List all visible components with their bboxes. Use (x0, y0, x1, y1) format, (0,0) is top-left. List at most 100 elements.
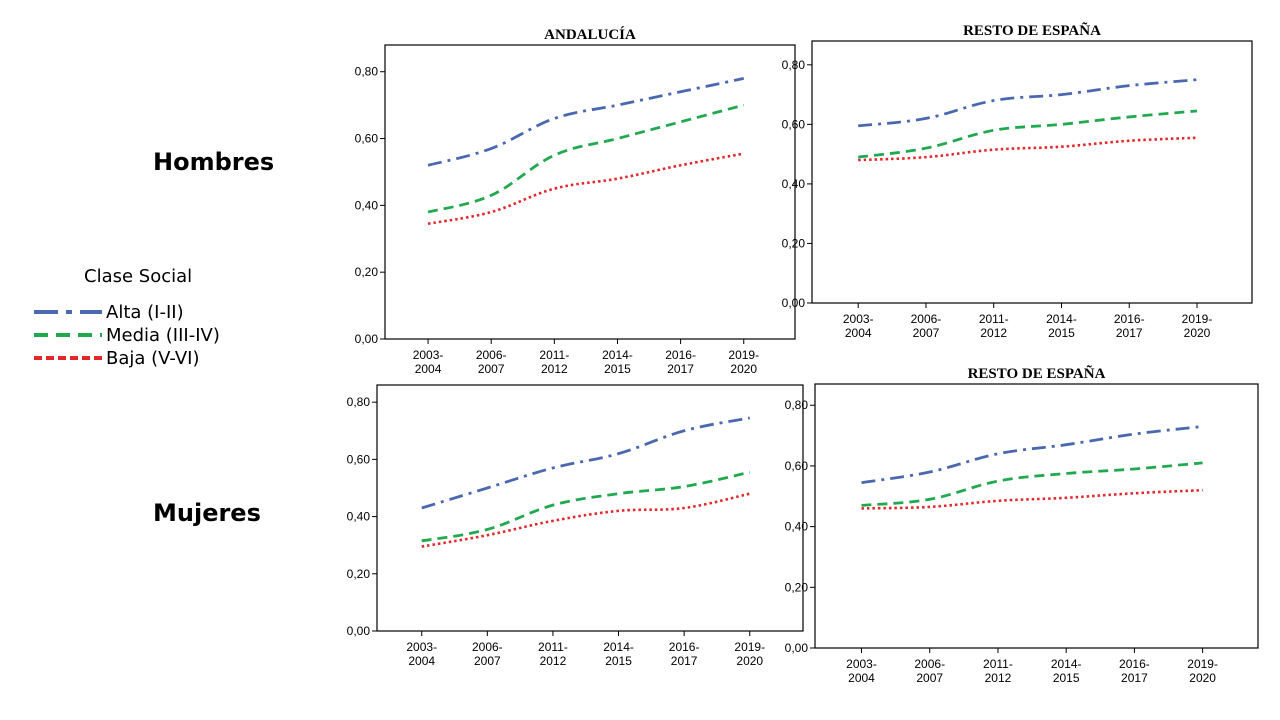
x-tick-label-line2: 2020 (730, 362, 757, 376)
chart-panel-andalucia-hombres: ANDALUCÍA 0,00 0,20 0,40 0,60 0,80 2003-2004 20… (330, 25, 815, 389)
x-tick-label-line1: 2019- (734, 640, 765, 654)
x-tick-label-line2: 2007 (478, 362, 505, 376)
x-tick-label: 2016-2017 (665, 348, 696, 376)
x-tick-label-line1: 2014- (1046, 312, 1077, 326)
series-line-baja (421, 492, 751, 548)
x-tick-label: 2019-2020 (728, 348, 759, 376)
x-tick-label-line2: 2020 (736, 654, 763, 668)
chart-title: RESTO DE ESPAÑA (963, 21, 1101, 39)
x-tick-label-line2: 2015 (1048, 326, 1075, 340)
x-tick-label: 2019-2020 (1182, 312, 1213, 340)
y-tick-label: 0,00 (355, 332, 379, 346)
x-tick-label: 2003-2004 (843, 312, 874, 340)
row-label-women: Mujeres (153, 499, 261, 527)
x-tick-label-line1: 2016- (665, 348, 696, 362)
y-tick-label: 0,00 (785, 641, 809, 655)
x-tick-label-line1: 2003- (413, 348, 444, 362)
series-line-alta (861, 425, 1203, 485)
x-tick-label: 2014-2015 (603, 640, 634, 668)
x-tick-label-line1: 2016- (669, 640, 700, 654)
x-tick-label-line2: 2007 (474, 654, 501, 668)
x-tick-label-line2: 2020 (1184, 326, 1211, 340)
x-tick-label-line2: 2015 (605, 654, 632, 668)
x-tick-label-line2: 2012 (540, 654, 567, 668)
x-tick-label-line2: 2017 (1121, 671, 1148, 685)
x-tick-label-line1: 2016- (1119, 657, 1150, 671)
x-tick-label: 2011-2012 (983, 657, 1013, 685)
series-line-baja (858, 136, 1198, 162)
legend-swatch-alta (34, 310, 102, 314)
x-tick-label-line1: 2011- (983, 657, 1013, 671)
legend-swatch-baja (34, 356, 102, 360)
chart-panel-resto-mujeres: RESTO DE ESPAÑA 0,00 0,20 0,40 0,60 0,80 2003-… (760, 360, 1278, 698)
y-tick-label: 0,20 (782, 236, 806, 250)
x-tick-label: 2006-2007 (911, 312, 942, 340)
y-tick-label: 0,60 (355, 132, 379, 146)
chart-panel-resto-hombres: RESTO DE ESPAÑA 0,00 0,20 0,40 0,60 0,80 2003-… (760, 18, 1272, 353)
plot-frame (384, 44, 796, 340)
x-tick-label-line2: 2017 (667, 362, 694, 376)
series-line-baja (427, 152, 744, 226)
plot-frame (814, 383, 1259, 649)
x-tick-label-line2: 2004 (848, 671, 875, 685)
x-tick-label-line2: 2004 (415, 362, 442, 376)
series-line-media (421, 470, 751, 543)
y-tick-label: 0,60 (785, 459, 809, 473)
x-tick-label-line1: 2019- (1182, 312, 1213, 326)
chart-title: ANDALUCÍA (544, 26, 636, 43)
legend-label-baja: Baja (V-VI) (106, 348, 200, 369)
x-tick-label-line1: 2006- (911, 312, 942, 326)
x-tick-label-line1: 2006- (476, 348, 507, 362)
x-tick-label-line2: 2017 (1116, 326, 1143, 340)
chart-svg-0: ANDALUCÍA0,000,200,400,600,802003-200420… (355, 26, 796, 376)
x-tick-label: 2016-2017 (1119, 657, 1150, 685)
x-tick-label-line2: 2015 (1053, 671, 1080, 685)
x-tick-label-line2: 2004 (845, 326, 872, 340)
y-tick-label: 0,00 (347, 624, 371, 638)
chart-title: RESTO DE ESPAÑA (968, 364, 1106, 382)
plot-frame (376, 384, 804, 632)
series-line-alta (858, 78, 1198, 128)
legend-swatch-media (34, 333, 102, 337)
x-tick-label-line1: 2006- (472, 640, 503, 654)
series-line-media (427, 103, 745, 214)
x-tick-label: 2016-2017 (1114, 312, 1145, 340)
x-tick-label-line1: 2003- (846, 657, 877, 671)
row-label-men: Hombres (153, 148, 275, 176)
x-tick-label-line1: 2014- (1051, 657, 1082, 671)
y-tick-label: 0,20 (785, 580, 809, 594)
x-tick-label: 2014-2015 (602, 348, 633, 376)
legend-label-alta: Alta (I-II) (106, 302, 184, 323)
legend-title: Clase Social (84, 266, 193, 287)
y-tick-label: 0,60 (782, 117, 806, 131)
x-tick-label-line1: 2014- (602, 348, 633, 362)
legend-label-media: Media (III-IV) (106, 325, 220, 346)
x-tick-label: 2006-2007 (472, 640, 503, 668)
x-tick-label: 2014-2015 (1046, 312, 1077, 340)
x-tick-label: 2011-2012 (538, 640, 568, 668)
x-tick-label-line1: 2003- (843, 312, 874, 326)
y-tick-label: 0,20 (355, 265, 379, 279)
x-tick-label-line2: 2012 (541, 362, 568, 376)
x-tick-label: 2011-2012 (539, 348, 569, 376)
y-tick-label: 0,80 (782, 58, 806, 72)
x-tick-label-line2: 2012 (980, 326, 1007, 340)
x-tick-label-line2: 2020 (1189, 671, 1216, 685)
y-tick-label: 0,40 (355, 198, 379, 212)
y-tick-label: 0,80 (355, 65, 379, 79)
x-tick-label-line1: 2019- (1187, 657, 1218, 671)
x-tick-label: 2003-2004 (413, 348, 444, 376)
chart-svg-2: 0,000,200,400,600,802003-20042006-200720… (347, 384, 804, 668)
series-line-baja (861, 488, 1203, 510)
series-line-alta (421, 416, 751, 510)
x-tick-label-line1: 2011- (539, 348, 569, 362)
x-tick-label-line1: 2019- (728, 348, 759, 362)
x-tick-label: 2003-2004 (406, 640, 437, 668)
x-tick-label-line1: 2011- (538, 640, 568, 654)
x-tick-label-line2: 2012 (985, 671, 1012, 685)
x-tick-label-line2: 2007 (913, 326, 940, 340)
x-tick-label: 2019-2020 (734, 640, 765, 668)
y-tick-label: 0,60 (347, 452, 371, 466)
x-tick-label: 2019-2020 (1187, 657, 1218, 685)
x-tick-label-line1: 2014- (603, 640, 634, 654)
